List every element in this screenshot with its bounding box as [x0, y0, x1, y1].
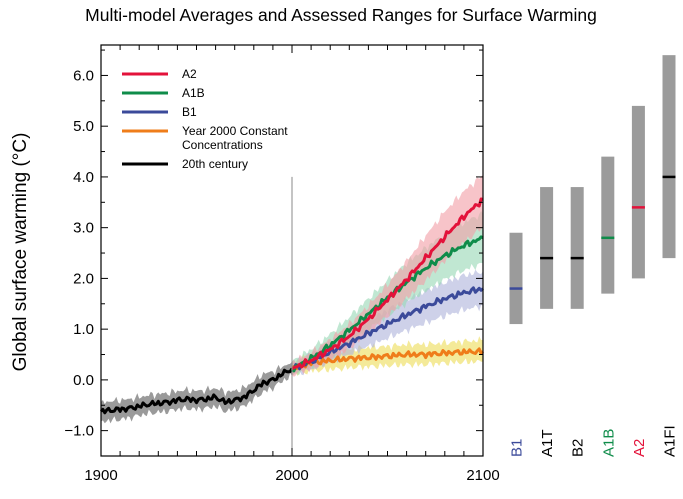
y-axis-label: Global surface warming (°C) [10, 133, 31, 372]
band-a2 [292, 174, 483, 377]
range-bar-a1fi [662, 55, 676, 259]
range-bar-a1b [601, 156, 615, 294]
legend: A2 A1B B1 Year 2000 Constant Concentrations 2… [122, 67, 288, 171]
axes: 6.0 5.0 4.0 3.0 2.0 1.0 0.0 −1.0 1900 2000 2100 [64, 45, 500, 484]
y-tick-label: 0.0 [73, 372, 94, 389]
legend-label-b1: B1 [182, 105, 197, 119]
x-tick-label: 1900 [84, 467, 117, 484]
y-tick-label: 1.0 [73, 321, 94, 338]
y-tick-label: 5.0 [73, 118, 94, 135]
line-20th-century [99, 367, 294, 415]
y-tick-label: 6.0 [73, 67, 94, 84]
range-label-a2: A2 [631, 439, 648, 457]
y-tick-label: −1.0 [64, 423, 94, 440]
line-a2 [291, 197, 484, 371]
range-bar-a2 [631, 105, 645, 279]
range-label-b2: B2 [570, 439, 587, 457]
legend-label-a2: A2 [182, 67, 197, 81]
y-tick-label: 2.0 [73, 270, 94, 287]
range-bar-a1t [540, 187, 554, 309]
x-tick-label: 2000 [275, 467, 308, 484]
x-tick-label: 2100 [466, 467, 499, 484]
range-label-a1b: A1B [600, 429, 617, 457]
assessed-range-bars: B1 A1T B2 A1B A2 A1FI [509, 55, 679, 457]
legend-label-a1b: A1B [182, 86, 205, 100]
chart-title: Multi-model Averages and Assessed Ranges… [85, 5, 597, 25]
legend-label-year-2000-constant: Year 2000 Constant Concentrations [182, 124, 288, 152]
y-tick-label: 4.0 [73, 169, 94, 186]
band-20th-century [101, 361, 292, 424]
line-year-2000-constant [290, 347, 485, 371]
range-label-b1: B1 [509, 439, 526, 457]
range-bar-b1 [509, 232, 523, 325]
range-label-a1t: A1T [539, 429, 556, 457]
y-tick-label: 3.0 [73, 220, 94, 237]
range-label-a1fi: A1FI [662, 425, 679, 457]
series-lines [99, 197, 485, 415]
legend-label-20th-century: 20th century [182, 157, 248, 171]
range-bar-b2 [570, 187, 584, 309]
